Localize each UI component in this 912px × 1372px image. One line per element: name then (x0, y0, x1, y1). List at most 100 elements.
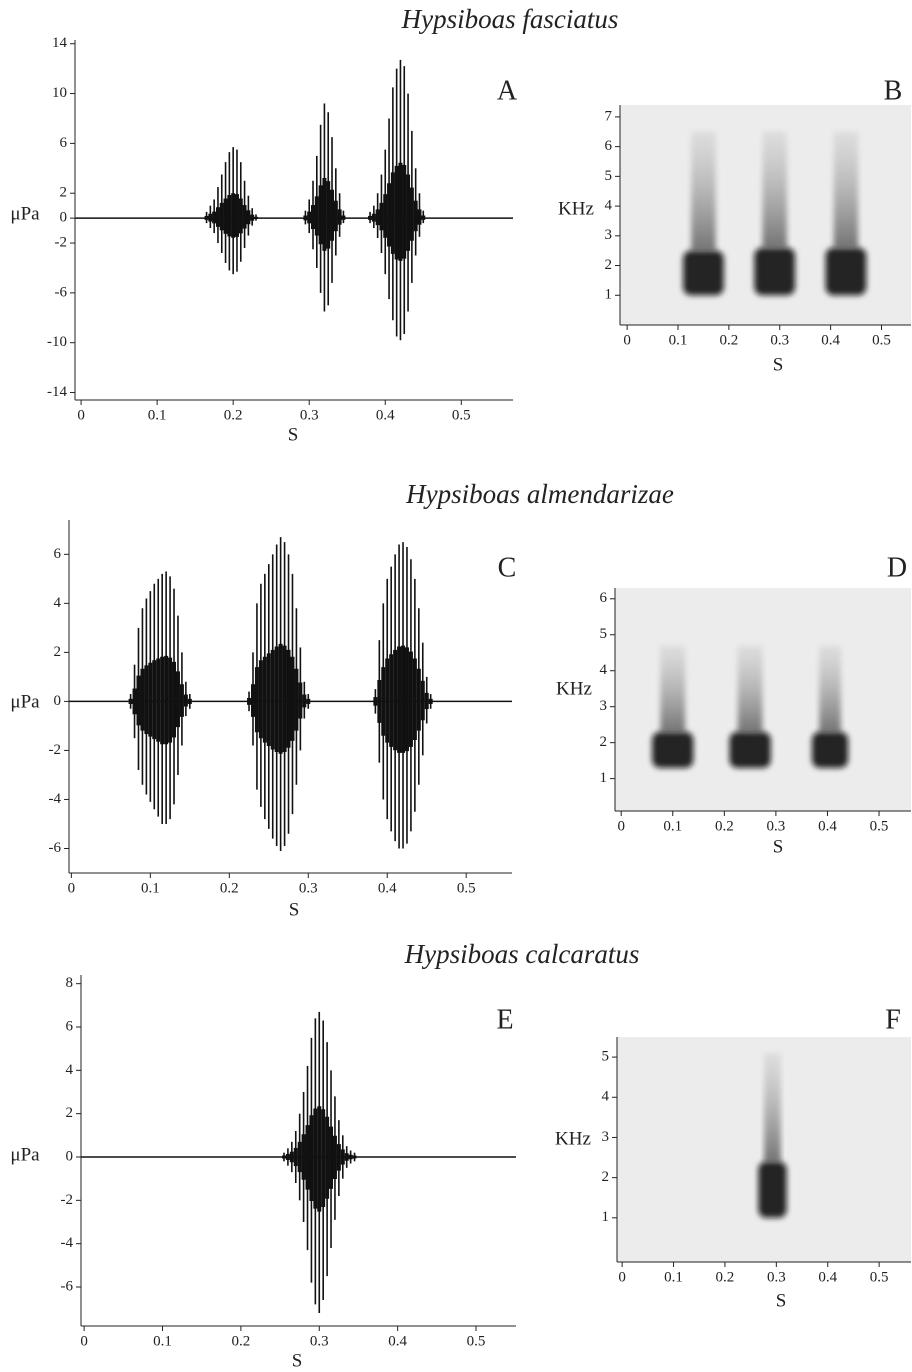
y-tick-label: 4 (600, 662, 608, 678)
x-axis-label: S (288, 424, 299, 445)
harmonics (764, 1053, 781, 1162)
x-axis-label: S (773, 836, 784, 857)
x-tick-label: 0.1 (148, 407, 167, 423)
harmonics (691, 131, 716, 251)
x-tick-label: 0.5 (872, 332, 891, 348)
x-tick-label: 0.2 (715, 818, 734, 834)
y-tick-label: 4 (54, 595, 62, 611)
y-tick-label: -6 (49, 840, 62, 856)
x-tick-label: 0.1 (664, 1269, 683, 1285)
x-tick-label: 0.1 (669, 332, 688, 348)
panel-letter: A (497, 75, 518, 106)
y-tick-label: -14 (47, 384, 67, 400)
x-axis-label: S (776, 1290, 787, 1311)
y-tick-label: 5 (602, 1049, 610, 1065)
y-tick-label: -4 (61, 1235, 74, 1251)
x-tick-label: 0 (617, 818, 625, 834)
x-tick-label: 0 (77, 407, 85, 423)
y-axis-label: KHz (558, 198, 594, 219)
x-tick-label: 0.5 (452, 407, 471, 423)
y-tick-label: 5 (605, 168, 613, 184)
y-tick-label: 3 (600, 698, 608, 714)
x-tick-label: 0 (618, 1269, 626, 1285)
y-tick-label: 6 (54, 546, 62, 562)
species-title: Hypsiboas fasciatus (401, 4, 619, 34)
harmonics (819, 645, 841, 732)
y-tick-label: 6 (605, 138, 613, 154)
x-axis-label: S (773, 354, 784, 375)
y-tick-label: -2 (61, 1192, 74, 1208)
y-tick-label: 7 (605, 108, 613, 124)
y-axis-label: μPa (10, 1144, 40, 1165)
x-tick-label: 0.3 (770, 332, 789, 348)
x-tick-label: 0 (623, 332, 631, 348)
y-axis-label: KHz (555, 1128, 591, 1149)
y-tick-label: 2 (54, 644, 62, 660)
species-title: Hypsiboas calcaratus (404, 939, 640, 969)
x-tick-label: 0.3 (310, 1333, 329, 1349)
x-tick-label: 0.3 (767, 818, 786, 834)
dominant-band (825, 247, 867, 296)
x-tick-label: 0.5 (870, 1269, 889, 1285)
y-tick-label: 6 (66, 1018, 74, 1034)
y-tick-label: 3 (602, 1129, 610, 1145)
y-tick-label: -2 (55, 234, 68, 250)
dominant-band (811, 731, 849, 768)
y-tick-label: 6 (60, 135, 68, 151)
x-tick-label: 0.2 (232, 1333, 251, 1349)
x-tick-label: 0.4 (821, 332, 840, 348)
y-tick-label: -2 (49, 742, 62, 758)
panel-letter: B (884, 75, 903, 106)
x-tick-label: 0.1 (141, 880, 160, 896)
y-tick-label: -6 (61, 1278, 74, 1294)
x-tick-label: 0.4 (378, 880, 397, 896)
x-tick-label: 0.4 (818, 818, 837, 834)
dominant-band (729, 731, 771, 768)
x-tick-label: 0.3 (767, 1269, 786, 1285)
spectrogram-background (615, 588, 911, 811)
x-tick-label: 0.2 (224, 407, 243, 423)
x-tick-label: 0.4 (388, 1333, 407, 1349)
x-tick-label: 0.3 (299, 880, 318, 896)
harmonics (737, 645, 763, 732)
x-tick-label: 0.2 (716, 1269, 735, 1285)
y-tick-label: 4 (602, 1089, 610, 1105)
panel-letter: C (498, 552, 517, 583)
y-axis-label: KHz (556, 678, 592, 699)
y-tick-label: 2 (605, 257, 613, 273)
x-tick-label: 0.4 (818, 1269, 837, 1285)
dominant-band (683, 250, 724, 296)
x-tick-label: 0.1 (663, 818, 682, 834)
y-tick-label: 3 (605, 227, 613, 243)
x-tick-label: 0.5 (457, 880, 476, 896)
x-tick-label: 0.5 (870, 818, 889, 834)
panel-letter: F (885, 1004, 901, 1035)
y-tick-label: 1 (605, 287, 613, 303)
y-tick-label: 2 (66, 1105, 74, 1121)
y-tick-label: 2 (602, 1169, 610, 1185)
y-tick-label: 0 (54, 693, 62, 709)
y-axis-label: μPa (10, 691, 40, 712)
y-tick-label: 6 (600, 590, 608, 606)
x-axis-label: S (289, 899, 300, 920)
y-tick-label: 1 (600, 770, 608, 786)
y-tick-label: 14 (52, 35, 68, 51)
panel-letter: D (887, 552, 907, 583)
x-tick-label: 0.5 (467, 1333, 486, 1349)
dominant-band (754, 247, 796, 296)
x-tick-label: 0.3 (300, 407, 319, 423)
x-tick-label: 0 (68, 880, 76, 896)
dominant-band (652, 731, 694, 768)
y-tick-label: 0 (60, 210, 68, 226)
y-tick-label: 4 (66, 1062, 74, 1078)
x-tick-label: 0.4 (376, 407, 395, 423)
y-tick-label: -10 (47, 334, 67, 350)
x-axis-label: S (292, 1350, 303, 1371)
species-title: Hypsiboas almendarizae (405, 479, 674, 509)
x-tick-label: 0.1 (153, 1333, 172, 1349)
y-tick-label: 5 (600, 626, 608, 642)
harmonics (762, 131, 787, 248)
y-axis-label: μPa (10, 203, 40, 224)
